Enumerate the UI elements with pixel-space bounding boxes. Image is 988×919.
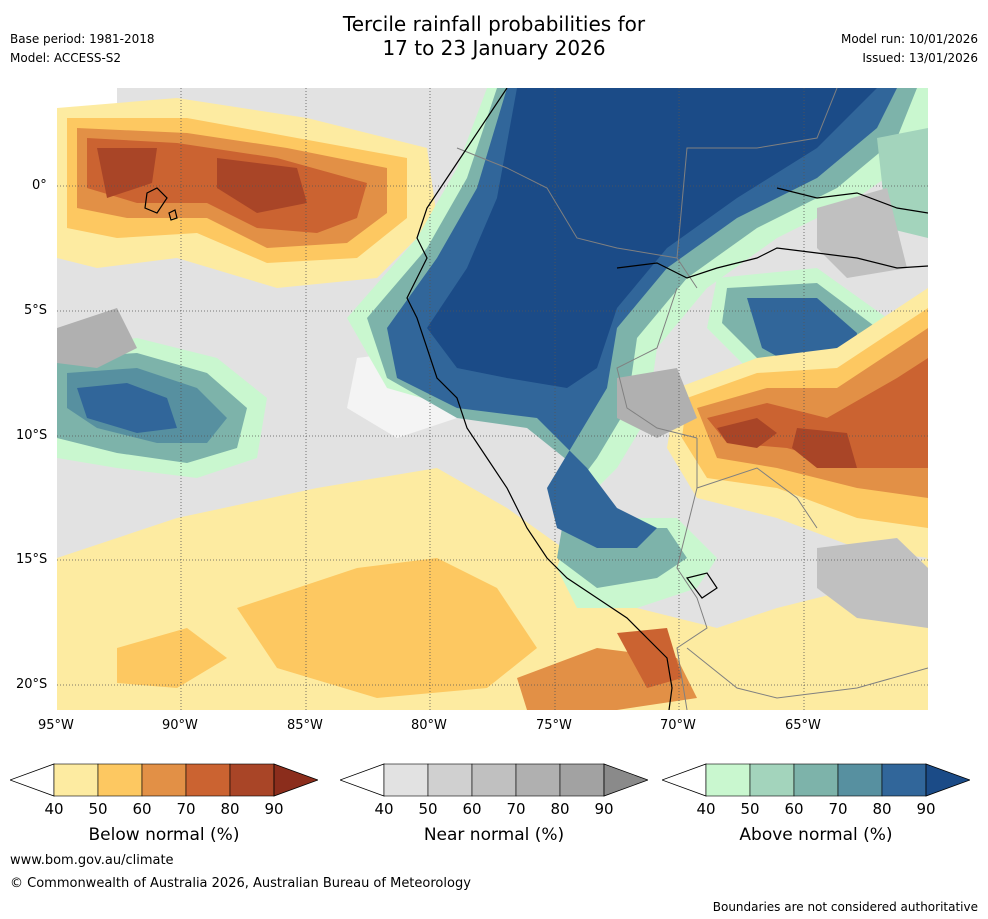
colorbar-tick-60: 60 (132, 800, 152, 818)
lon-label-70w: 70°W (660, 718, 696, 733)
region-below-60-sw (117, 628, 227, 688)
border-bolivia-brazil (696, 467, 818, 529)
colorbar-bin-60 (793, 763, 839, 797)
colorbar-extend-low (660, 763, 707, 797)
colorbar-tick-80: 80 (872, 800, 892, 818)
title-line-1: Tercile rainfall probabilities for (342, 12, 646, 36)
region-above-90-central (427, 88, 877, 388)
colorbar-bin-80 (881, 763, 927, 797)
region-near-80-west (57, 308, 137, 368)
lat-label-10s: 10°S (16, 428, 48, 443)
lon-label-85w: 85°W (287, 718, 323, 733)
colorbar-near (338, 763, 650, 797)
colorbar-tick-80: 80 (550, 800, 570, 818)
colorbar-bin-80 (229, 763, 275, 797)
colorbar-tick-50: 50 (88, 800, 108, 818)
colorbar-bin-60 (141, 763, 187, 797)
legend-above-normal: Above normal (%) 40 50 60 70 80 90 (660, 762, 972, 845)
colorbar-bin-50 (97, 763, 143, 797)
colorbar-tick-70: 70 (176, 800, 196, 818)
colorbar-extend-high (925, 763, 972, 797)
colorbar-bin-60 (471, 763, 517, 797)
colorbar-tick-40: 40 (44, 800, 64, 818)
lon-label-65w: 65°W (785, 718, 821, 733)
colorbar-tick-50: 50 (418, 800, 438, 818)
colorbar-bin-80 (559, 763, 605, 797)
page-title: Tercile rainfall probabilities for 17 to… (0, 12, 988, 60)
model-run-text: Model run: 10/01/2026 (840, 32, 978, 46)
region-below-80-south (617, 628, 682, 688)
colorbar-tick-40: 40 (374, 800, 394, 818)
island-galapagos-2 (168, 209, 178, 221)
coastline-river (616, 247, 928, 279)
graticule (57, 88, 928, 710)
colorbar-bin-40 (53, 763, 99, 797)
region-near-80-center (617, 368, 697, 438)
region-below-90-nw (97, 148, 307, 213)
colorbar-tick-70: 70 (506, 800, 526, 818)
region-below-60-south (237, 558, 537, 698)
legend-near-label: Near normal (%) (423, 825, 565, 845)
lat-label-15s: 15°S (16, 552, 48, 567)
coastline-river-north (776, 187, 928, 214)
colorbar-bin-70 (515, 763, 561, 797)
legend-near-normal: Near normal (%) 40 50 60 70 80 90 (338, 762, 650, 845)
colorbar-tick-90: 90 (594, 800, 614, 818)
colorbar-bin-70 (185, 763, 231, 797)
colorbar-extend-high (273, 763, 320, 797)
border-colombia-brazil (676, 88, 838, 259)
region-below-90-east (717, 418, 857, 468)
legend-below-label: Below normal (%) (88, 825, 240, 845)
colorbar-tick-70: 70 (828, 800, 848, 818)
island-galapagos-1 (144, 187, 168, 214)
colorbar-extend-low (338, 763, 385, 797)
colorbar-extend-high (603, 763, 650, 797)
lake-titicaca (685, 572, 718, 599)
legend-above-label: Above normal (%) (739, 825, 893, 845)
colorbar-tick-80: 80 (220, 800, 240, 818)
lat-label-0: 0° (32, 178, 47, 193)
title-line-2: 17 to 23 January 2026 (382, 36, 606, 60)
lat-label-5s: 5°S (24, 303, 48, 318)
copyright-text: © Commonwealth of Australia 2026, Austra… (10, 876, 471, 891)
colorbar-tick-60: 60 (784, 800, 804, 818)
colorbar-bin-50 (427, 763, 473, 797)
lat-label-20s: 20°S (16, 677, 48, 692)
colorbar-tick-50: 50 (740, 800, 760, 818)
coastlines (144, 88, 928, 710)
map-field (57, 88, 928, 710)
region-above-90-west (77, 383, 177, 433)
border-bolivia-chile (686, 647, 928, 699)
colorbar-tick-40: 40 (696, 800, 716, 818)
border-peru-brazil (616, 287, 698, 439)
colorbar-below (8, 763, 320, 797)
rainfall-map (57, 88, 928, 710)
colorbar-bin-40 (383, 763, 429, 797)
colorbar-bin-40 (705, 763, 751, 797)
national-borders (456, 88, 928, 710)
base-period-text: Base period: 1981-2018 (10, 32, 155, 46)
border-peru-bolivia (676, 438, 708, 710)
colorbar-extend-low (8, 763, 55, 797)
issued-text: Issued: 13/01/2026 (862, 51, 978, 65)
colorbar-tick-60: 60 (462, 800, 482, 818)
region-near-70-se (817, 538, 928, 628)
legend-below-normal: Below normal (%) 40 50 60 70 80 90 (8, 762, 320, 845)
colorbar-bin-50 (749, 763, 795, 797)
lon-label-80w: 80°W (411, 718, 447, 733)
colorbar-bin-70 (837, 763, 883, 797)
colorbar-tick-90: 90 (916, 800, 936, 818)
lon-label-90w: 90°W (162, 718, 198, 733)
colorbar-tick-90: 90 (264, 800, 284, 818)
lon-label-95w: 95°W (38, 718, 74, 733)
lon-label-75w: 75°W (536, 718, 572, 733)
coastline-pacific (406, 88, 673, 710)
disclaimer-text: Boundaries are not considered authoritat… (712, 900, 978, 914)
colorbar-above (660, 763, 972, 797)
model-text: Model: ACCESS-S2 (10, 51, 122, 65)
website-text: www.bom.gov.au/climate (10, 853, 174, 868)
